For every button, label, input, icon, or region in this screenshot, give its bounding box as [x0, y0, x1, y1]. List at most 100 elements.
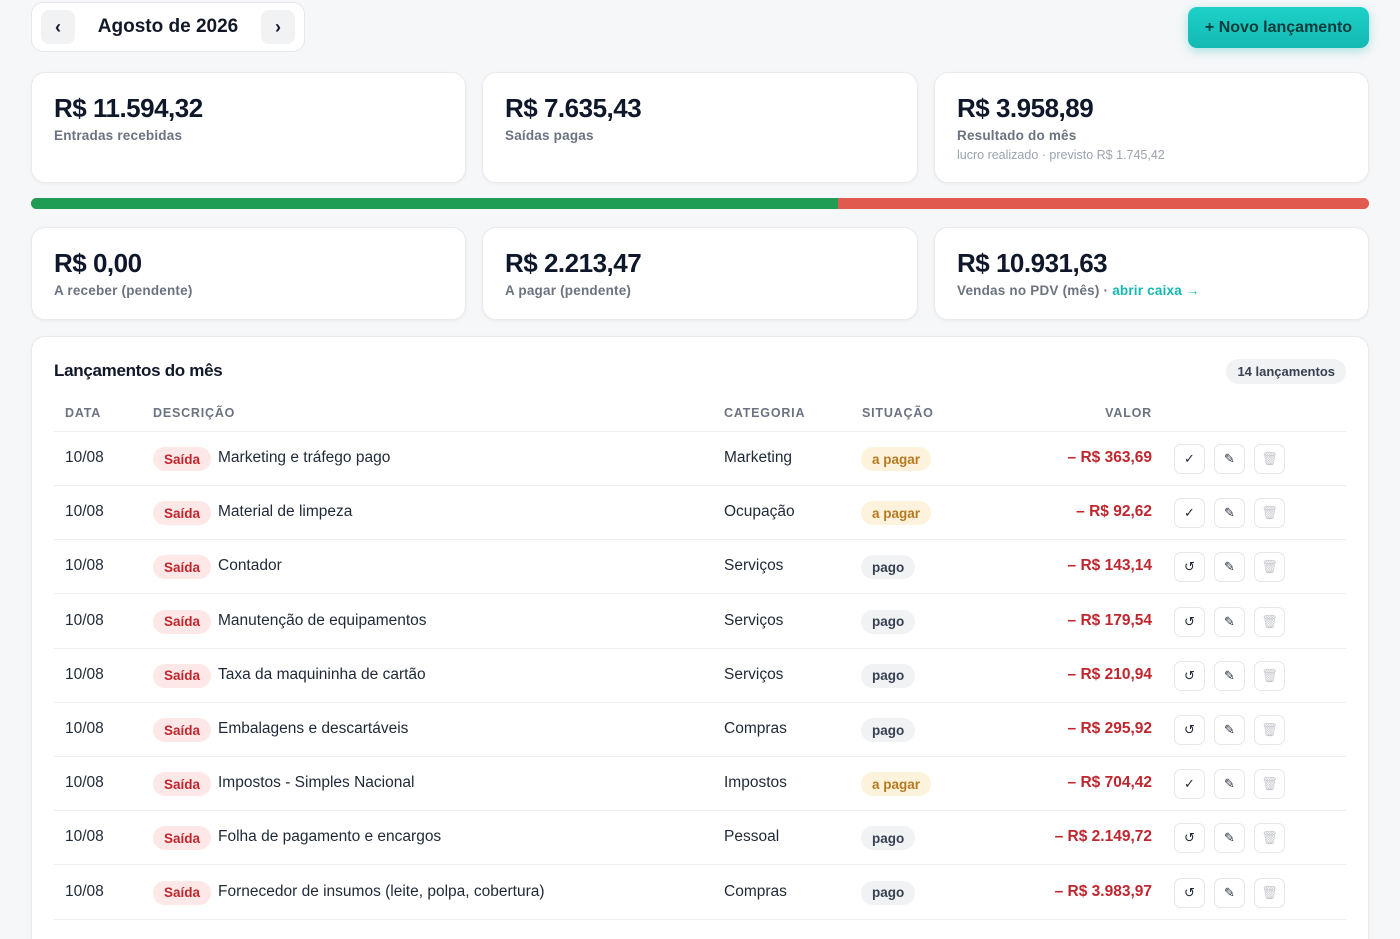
- row-description: Marketing e tráfego pago: [218, 449, 391, 466]
- row-description: Material de limpeza: [218, 503, 353, 521]
- pdv-label-text: Vendas no PDV (mês) ·: [957, 283, 1113, 298]
- column-category: CATEGORIA: [724, 406, 806, 420]
- undo-icon: ↺: [1184, 667, 1195, 683]
- row-category: Compras: [724, 720, 787, 737]
- edit-button[interactable]: ✎: [1214, 606, 1245, 637]
- expenses-amount: R$ 7.635,43: [505, 93, 642, 123]
- row-description: Embalagens e descartáveis: [218, 720, 409, 737]
- row-description: Folha de pagamento e encargos: [218, 828, 442, 846]
- check-icon: ✓: [1184, 776, 1195, 792]
- edit-button[interactable]: ✎: [1214, 877, 1245, 908]
- trash-icon: 🗑: [1261, 830, 1278, 846]
- row-category: Serviços: [724, 665, 784, 683]
- new-entry-button[interactable]: + Novo lançamento: [1188, 7, 1369, 48]
- undo-payment-button[interactable]: ↺: [1174, 823, 1205, 854]
- delete-button[interactable]: 🗑: [1254, 823, 1285, 854]
- table-row: 10/08 Saída Manutenção de equipamentos S…: [54, 595, 1346, 649]
- chevron-right-icon: ›: [275, 16, 281, 37]
- trash-icon: 🗑: [1261, 505, 1278, 521]
- row-date: 10/08: [65, 503, 104, 521]
- type-badge: Saída: [153, 501, 212, 526]
- expense-bar-segment: [837, 198, 1369, 209]
- row-value: – R$ 179,54: [1067, 611, 1152, 629]
- row-value: – R$ 143,14: [1067, 557, 1152, 575]
- result-amount: R$ 3.958,89: [957, 93, 1094, 123]
- delete-button[interactable]: 🗑: [1254, 444, 1285, 474]
- mark-paid-button[interactable]: ✓: [1174, 769, 1205, 800]
- delete-button[interactable]: 🗑: [1254, 498, 1285, 529]
- entries-panel: Lançamentos do mês 14 lançamentos DATA D…: [31, 336, 1369, 939]
- edit-button[interactable]: ✎: [1214, 823, 1245, 854]
- pencil-icon: ✎: [1224, 505, 1235, 521]
- current-month-label: Agosto de 2026: [97, 16, 239, 37]
- table-row: 10/08 Saída Impostos - Simples Nacional …: [54, 757, 1346, 812]
- row-value: – R$ 295,92: [1067, 720, 1152, 737]
- delete-button[interactable]: 🗑: [1254, 715, 1285, 745]
- mark-paid-button[interactable]: ✓: [1174, 444, 1205, 474]
- row-category: Compras: [724, 882, 787, 900]
- row-date: 10/08: [65, 665, 104, 683]
- income-amount: R$ 11.594,32: [54, 93, 203, 123]
- edit-button[interactable]: ✎: [1214, 660, 1245, 691]
- undo-payment-button[interactable]: ↺: [1174, 606, 1205, 637]
- row-category: Marketing: [724, 449, 793, 466]
- column-date: DATA: [65, 406, 102, 420]
- next-month-button[interactable]: ›: [261, 10, 295, 44]
- delete-button[interactable]: 🗑: [1254, 606, 1285, 637]
- receivable-amount: R$ 0,00: [54, 248, 142, 278]
- pencil-icon: ✎: [1224, 667, 1235, 683]
- status-badge: pago: [861, 609, 916, 634]
- result-card: R$ 3.958,89 Resultado do mês lucro reali…: [934, 72, 1369, 183]
- status-badge: a pagar: [861, 447, 932, 471]
- pencil-icon: ✎: [1224, 559, 1235, 575]
- edit-button[interactable]: ✎: [1214, 552, 1245, 583]
- open-cashier-link[interactable]: abrir caixa →: [1112, 283, 1200, 298]
- delete-button[interactable]: 🗑: [1254, 552, 1285, 583]
- table-row: 10/08 Saída Marketing e tráfego pago Mar…: [54, 432, 1346, 486]
- row-description: Taxa da maquininha de cartão: [218, 665, 426, 683]
- delete-button[interactable]: 🗑: [1254, 769, 1285, 800]
- prev-month-button[interactable]: ‹: [41, 10, 75, 44]
- row-value: – R$ 704,42: [1067, 774, 1152, 792]
- edit-button[interactable]: ✎: [1214, 444, 1245, 474]
- delete-button[interactable]: 🗑: [1254, 660, 1285, 691]
- delete-button[interactable]: 🗑: [1254, 877, 1285, 908]
- receivable-card: R$ 0,00 A receber (pendente): [31, 227, 466, 320]
- undo-payment-button[interactable]: ↺: [1174, 877, 1205, 908]
- row-date: 10/08: [65, 449, 104, 466]
- table-header: DATA DESCRIÇÃO CATEGORIA SITUAÇÃO VALOR: [54, 399, 1346, 432]
- type-badge: Saída: [153, 447, 212, 471]
- undo-icon: ↺: [1184, 722, 1195, 737]
- status-badge: pago: [861, 718, 916, 742]
- trash-icon: 🗑: [1261, 667, 1278, 683]
- row-description: Fornecedor de insumos (leite, polpa, cob…: [218, 882, 545, 900]
- row-date: 10/08: [65, 557, 104, 575]
- row-value: – R$ 2.149,72: [1054, 828, 1152, 846]
- column-value: VALOR: [1105, 406, 1152, 420]
- undo-payment-button[interactable]: ↺: [1174, 715, 1205, 745]
- check-icon: ✓: [1184, 451, 1195, 466]
- row-category: Ocupação: [724, 503, 795, 521]
- pencil-icon: ✎: [1224, 776, 1235, 792]
- row-description: Contador: [218, 557, 282, 575]
- row-category: Impostos: [724, 774, 787, 792]
- mark-paid-button[interactable]: ✓: [1174, 498, 1205, 529]
- undo-payment-button[interactable]: ↺: [1174, 552, 1205, 583]
- type-badge: Saída: [153, 826, 212, 851]
- row-date: 10/08: [65, 611, 104, 629]
- edit-button[interactable]: ✎: [1214, 769, 1245, 800]
- undo-payment-button[interactable]: ↺: [1174, 660, 1205, 691]
- status-badge: pago: [861, 826, 916, 851]
- status-badge: pago: [861, 555, 916, 580]
- edit-button[interactable]: ✎: [1214, 498, 1245, 529]
- row-value: – R$ 210,94: [1067, 665, 1152, 683]
- chevron-left-icon: ‹: [55, 16, 61, 37]
- row-category: Pessoal: [724, 828, 780, 846]
- trash-icon: 🗑: [1261, 884, 1278, 900]
- status-badge: pago: [861, 663, 916, 688]
- table-row: 10/08 Saída Taxa da maquininha de cartão…: [54, 649, 1346, 703]
- pdv-card: R$ 10.931,63 Vendas no PDV (mês) · abrir…: [934, 227, 1369, 320]
- edit-button[interactable]: ✎: [1214, 715, 1245, 745]
- expenses-label: Saídas pagas: [505, 128, 594, 143]
- undo-icon: ↺: [1184, 884, 1195, 900]
